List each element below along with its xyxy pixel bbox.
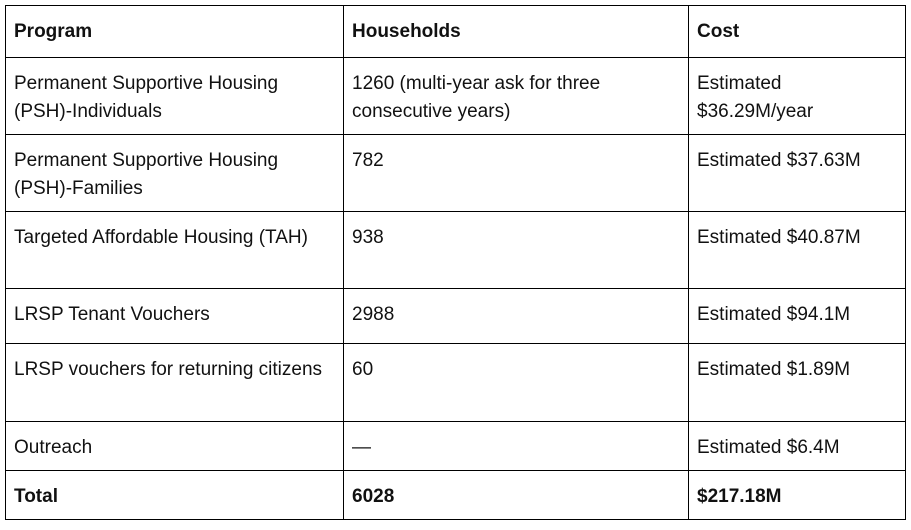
- table-row: Targeted Affordable Housing (TAH) 938 Esti…: [5, 211, 906, 289]
- table-cell: Estimated $40.87M: [688, 211, 906, 289]
- table-cell: LRSP vouchers for returning citizens: [5, 343, 344, 422]
- table-cell: Targeted Affordable Housing (TAH): [5, 211, 344, 289]
- table-cell: 938: [343, 211, 689, 289]
- table-cell: Permanent Supportive Housing (PSH)-Indiv…: [5, 57, 344, 135]
- table-cell: 782: [343, 134, 689, 212]
- table-cell: 1260 (multi-year ask for three consecuti…: [343, 57, 689, 135]
- table-cell: Permanent Supportive Housing (PSH)-Famil…: [5, 134, 344, 212]
- table-row: Permanent Supportive Housing (PSH)-Indiv…: [5, 57, 906, 135]
- table-row: Outreach — Estimated $6.4M: [5, 421, 906, 471]
- table-cell: Estimated $37.63M: [688, 134, 906, 212]
- table-cell: Estimated $6.4M: [688, 421, 906, 471]
- table-row: Permanent Supportive Housing (PSH)-Famil…: [5, 134, 906, 212]
- header-row: Program Households Cost: [5, 5, 906, 58]
- table-body: Program Households Cost Permanent Supportiv…: [5, 5, 906, 520]
- table-cell: $217.18M: [688, 470, 906, 520]
- table-row: LRSP Tenant Vouchers 2988 Estimated $94.1M: [5, 288, 906, 344]
- data-table: Program Households Cost Permanent Supportiv…: [5, 5, 906, 520]
- table-cell: Outreach: [5, 421, 344, 471]
- total-row: Total 6028 $217.18M: [5, 470, 906, 520]
- table-cell: —: [343, 421, 689, 471]
- table-cell: Total: [5, 470, 344, 520]
- table-cell: Estimated $1.89M: [688, 343, 906, 422]
- table-cell: 6028: [343, 470, 689, 520]
- table-cell: Households: [343, 5, 689, 58]
- table-row: LRSP vouchers for returning citizens 60 Es…: [5, 343, 906, 422]
- table-cell: Estimated $36.29M/year: [688, 57, 906, 135]
- table-cell: Program: [5, 5, 344, 58]
- table-cell: LRSP Tenant Vouchers: [5, 288, 344, 344]
- table-cell: 60: [343, 343, 689, 422]
- table-cell: Estimated $94.1M: [688, 288, 906, 344]
- table-cell: Cost: [688, 5, 906, 58]
- table-cell: 2988: [343, 288, 689, 344]
